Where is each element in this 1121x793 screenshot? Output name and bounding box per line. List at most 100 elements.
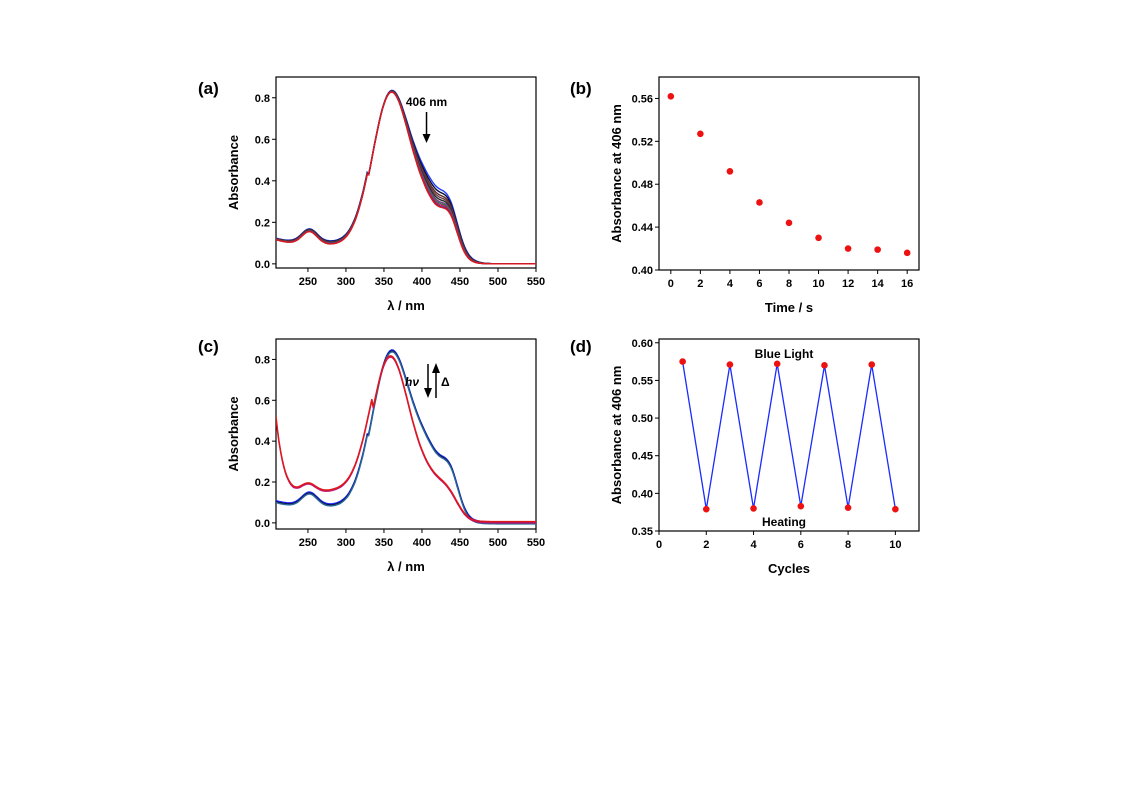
plot-frame-b bbox=[658, 76, 920, 271]
series-line-10 bbox=[276, 91, 536, 265]
y-tick-label: 0.8 bbox=[255, 354, 270, 366]
y-tick-label: 0.2 bbox=[255, 477, 270, 489]
x-tick-label: 450 bbox=[451, 276, 469, 288]
x-tick-label: 10 bbox=[889, 539, 901, 551]
annotation-delta: Δ bbox=[441, 375, 450, 389]
panel-label-d: (d) bbox=[570, 337, 592, 356]
x-tick-label: 550 bbox=[527, 276, 545, 288]
x-tick-label: 300 bbox=[337, 276, 355, 288]
x-tick-label: 350 bbox=[375, 276, 393, 288]
y-tick-label: 0.44 bbox=[632, 222, 654, 234]
y-tick-label: 0.0 bbox=[255, 518, 270, 530]
panel-c: 250 300 350 400 450 500 550 0.0 0.2 0.4 0.6 0.8 λ / … bbox=[198, 337, 545, 574]
arrow-down-head bbox=[424, 388, 432, 398]
y-axis-title: Absorbance bbox=[226, 135, 241, 210]
x-tick-label: 450 bbox=[451, 537, 469, 549]
y-axis-title: Absorbance at 406 nm bbox=[609, 366, 624, 505]
data-point bbox=[844, 504, 852, 511]
x-axis-title: λ / nm bbox=[387, 559, 425, 574]
x-tick-label: 2 bbox=[703, 539, 709, 551]
data-point bbox=[726, 361, 734, 368]
x-tick-label: 0 bbox=[668, 278, 674, 290]
plot-frame-d bbox=[658, 338, 920, 532]
y-tick-label: 0.6 bbox=[255, 395, 270, 407]
y-tick-label: 0.6 bbox=[255, 134, 270, 146]
data-point bbox=[785, 219, 793, 227]
x-tick-label: 350 bbox=[375, 537, 393, 549]
data-point bbox=[773, 360, 781, 368]
y-tick-label: 0.40 bbox=[632, 488, 653, 500]
annotation-blue-light: Blue Light bbox=[755, 347, 814, 361]
y-tick-label: 0.60 bbox=[632, 338, 653, 350]
annotation-hv: hν bbox=[405, 375, 419, 389]
y-tick-label: 0.4 bbox=[255, 436, 271, 448]
plot-frame-c bbox=[275, 338, 537, 530]
x-tick-label: 6 bbox=[798, 539, 804, 551]
x-tick-label: 250 bbox=[299, 537, 317, 549]
y-tick-label: 0.56 bbox=[632, 93, 653, 105]
data-point bbox=[815, 234, 822, 242]
arrow-406-head bbox=[422, 134, 431, 143]
annotation-406nm: 406 nm bbox=[406, 95, 447, 109]
data-point bbox=[892, 505, 899, 513]
series-line-1 bbox=[276, 89, 536, 265]
x-tick-label: 400 bbox=[413, 537, 431, 549]
x-tick-label: 500 bbox=[489, 537, 507, 549]
y-tick-label: 0.50 bbox=[632, 413, 653, 425]
data-point bbox=[797, 502, 805, 510]
x-tick-label: 550 bbox=[527, 537, 545, 549]
y-axis-title: Absorbance bbox=[226, 396, 241, 471]
data-point bbox=[903, 249, 911, 257]
x-tick-label: 4 bbox=[750, 539, 757, 551]
data-point bbox=[868, 361, 876, 368]
panel-b: 0 2 4 6 8 10 12 14 16 0.40 0.44 0.48 0.52 0.56 Time / … bbox=[570, 76, 920, 315]
panel-label-b: (b) bbox=[570, 79, 592, 98]
panel-a: 250 300 350 400 450 500 550 0.0 0.2 0.4 0.6 0.8 λ / … bbox=[198, 76, 545, 313]
x-tick-label: 300 bbox=[337, 537, 355, 549]
x-tick-label: 14 bbox=[872, 278, 885, 290]
data-point bbox=[726, 168, 734, 175]
y-tick-label: 0.48 bbox=[632, 179, 653, 191]
data-point bbox=[756, 199, 763, 206]
x-tick-label: 4 bbox=[727, 278, 734, 290]
y-tick-label: 0.40 bbox=[632, 265, 653, 277]
data-point bbox=[874, 246, 881, 253]
y-tick-label: 0.45 bbox=[632, 451, 653, 463]
y-tick-label: 0.55 bbox=[632, 375, 653, 387]
data-point bbox=[844, 245, 852, 252]
y-tick-label: 0.35 bbox=[632, 526, 653, 538]
x-tick-label: 500 bbox=[489, 276, 507, 288]
series-line-closed-2 bbox=[276, 355, 536, 523]
x-tick-label: 250 bbox=[299, 276, 317, 288]
panel-d: 0 2 4 6 8 10 0.35 0.40 0.45 0.50 0.55 0.60 Cycles Abs… bbox=[570, 337, 920, 576]
x-tick-label: 8 bbox=[786, 278, 792, 290]
y-tick-label: 0.52 bbox=[632, 136, 653, 148]
plot-frame-a bbox=[275, 76, 537, 269]
data-point bbox=[750, 505, 757, 512]
x-tick-label: 10 bbox=[812, 278, 824, 290]
x-tick-label: 400 bbox=[413, 276, 431, 288]
data-point bbox=[702, 505, 710, 513]
y-tick-label: 0.0 bbox=[255, 259, 270, 271]
series-line-open-3 bbox=[276, 351, 536, 525]
annotation-heating: Heating bbox=[762, 515, 806, 529]
data-point bbox=[679, 358, 686, 365]
x-tick-label: 16 bbox=[901, 278, 913, 290]
arrow-up-head bbox=[432, 363, 440, 373]
x-tick-label: 8 bbox=[845, 539, 851, 551]
x-axis-title: Time / s bbox=[765, 300, 813, 315]
series-group bbox=[276, 349, 536, 525]
series-group bbox=[276, 89, 536, 265]
data-point bbox=[821, 362, 828, 369]
x-axis-title: λ / nm bbox=[387, 298, 425, 313]
panel-label-c: (c) bbox=[198, 337, 219, 356]
data-point bbox=[667, 93, 675, 100]
cycle-line bbox=[681, 361, 897, 510]
data-point bbox=[697, 130, 704, 138]
y-tick-label: 0.2 bbox=[255, 217, 270, 229]
x-tick-label: 12 bbox=[842, 278, 854, 290]
x-tick-label: 0 bbox=[656, 539, 662, 551]
y-tick-label: 0.4 bbox=[255, 176, 271, 188]
x-axis-title: Cycles bbox=[768, 561, 810, 576]
